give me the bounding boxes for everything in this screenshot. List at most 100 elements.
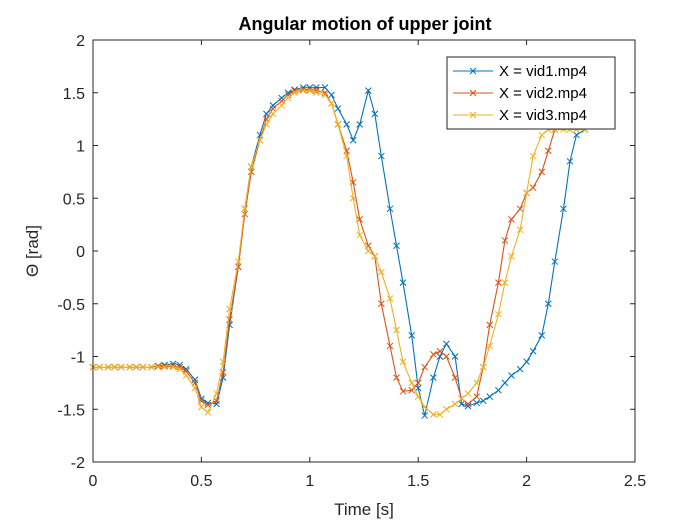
series-3-point [458,395,465,403]
series-1-point [458,400,465,408]
series-3-point [139,363,147,371]
series-1-point [399,279,407,287]
x-tick-label: 2 [522,473,531,490]
series-2-point [486,321,494,329]
series-3-point [430,411,437,418]
series-3-point [117,363,125,371]
series-2-point [451,374,459,381]
series-1-point [321,84,329,91]
x-tick-label: 2.5 [624,473,646,490]
series-2-point [247,168,255,176]
series-3-point [321,91,329,99]
legend-marker [469,111,477,119]
series-1-point [516,365,524,373]
series-3-point [284,94,292,102]
series-3-point [516,226,524,234]
series-1-point [436,353,444,360]
y-tick-label: 0.5 [63,191,85,208]
series-1-point [544,300,552,308]
series-3-point [443,405,450,413]
series-1-point [495,386,502,394]
series-3-point [343,152,351,160]
legend-label: X = vid3.mp4 [499,107,587,124]
series-3-point [334,121,342,128]
x-tick-label: 0 [89,473,98,490]
series-3-point [234,258,242,265]
y-tick-label: 0 [76,244,85,261]
series-3-point [312,89,320,97]
series-3-point [479,363,487,371]
x-axis-label: Time [s] [334,500,394,519]
series-1-point [204,399,212,407]
series-1-point [529,347,537,355]
series-3-point [386,295,394,302]
series-1-point [349,136,357,144]
legend-marker [469,67,477,75]
series-2-point [269,105,277,112]
y-tick-label: 2 [76,33,85,50]
series-3-point [198,403,205,411]
series-3-point [371,252,379,260]
series-2-point [473,393,481,400]
y-tick-label: -2 [71,455,85,472]
series-3-point [182,372,190,379]
series-3-point [299,87,307,94]
y-tick-label: -1.5 [57,402,85,419]
series-2-point [538,168,546,176]
series-3-point [393,326,400,334]
series-2-point [508,215,515,223]
series-1-point [451,353,459,360]
series-1-point [284,89,292,97]
y-tick-label: -0.5 [57,297,85,314]
series-3-point [306,87,314,94]
series-3-point [278,102,285,109]
series-2-point [430,351,437,358]
series-1-point [538,332,546,339]
series-3-point [204,409,212,416]
series-3-point [451,400,459,408]
series-1-point [364,87,372,94]
series-3-point [291,89,298,97]
series-3-point [169,363,177,371]
series-2-point [234,263,242,271]
y-ticks: -2 -1.5 -1 -0.5 0 0.5 1 1.5 2 [57,33,635,472]
series-1-point [523,358,530,366]
legend: X = vid1.mp4 X = vid2.mp4 X = vid3.mp4 [446,56,616,130]
series-2-point [495,279,502,287]
series-1-point [560,205,567,213]
series-1-point [377,152,385,160]
series-2-point [414,379,422,387]
series-2-point [544,147,552,155]
series-3-point [126,363,134,371]
series-3-point [263,121,270,128]
series-3-point [486,342,494,350]
series-1-point [414,384,422,392]
series-3-point [133,363,140,371]
series-3-point [377,268,385,276]
series-1-point [334,105,342,112]
series-3-point [161,363,168,371]
series-3-point [464,390,472,397]
chart-title: Angular motion of upper joint [239,14,492,34]
y-tick-label: 1.5 [63,86,85,103]
series-3-point [191,384,199,392]
series-3-point [414,393,422,400]
series-3-point [364,247,372,255]
series-3-point [148,363,155,371]
series-1-point [443,340,450,348]
series-2-point [464,400,472,408]
series-1-point [312,84,320,91]
series-3-point [241,205,249,213]
series-3-point [256,136,264,144]
series-3-point [111,363,119,371]
series-3-point [523,189,530,197]
series-3-point [408,379,416,387]
series-3-point [154,363,162,371]
series-1-point [573,131,580,139]
series-2-point [501,237,509,244]
series-2-point [421,363,429,371]
series-1-point [328,91,335,99]
legend-label: X = vid2.mp4 [499,85,587,102]
series-1-point [473,399,481,407]
series-2-point [393,374,400,381]
